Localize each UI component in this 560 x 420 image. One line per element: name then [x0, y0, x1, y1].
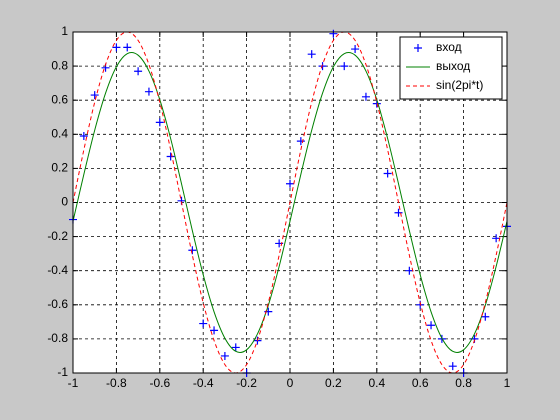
legend-box: [399, 36, 503, 100]
marker: [448, 362, 457, 371]
x-tick-label: -0.2: [236, 376, 257, 390]
y-tick-label: 1: [61, 24, 68, 38]
marker: [383, 169, 392, 178]
y-tick-label: 0.8: [51, 58, 68, 72]
y-tick-label: -0.4: [47, 263, 68, 277]
x-tick-label: 0.6: [412, 376, 429, 390]
marker: [318, 62, 327, 71]
marker: [492, 234, 501, 243]
legend-label: sin(2pi*t): [436, 78, 483, 92]
legend-symbol: [414, 44, 422, 52]
y-tick-label: 0.4: [51, 126, 68, 140]
series-line: [72, 31, 508, 374]
y-tick-label: 0: [61, 195, 68, 209]
marker: [199, 319, 208, 328]
marker: [166, 152, 175, 161]
marker: [134, 67, 143, 76]
marker: [481, 312, 490, 321]
y-tick-label: -1: [57, 365, 68, 379]
x-tick-label: -0.4: [193, 376, 214, 390]
y-tick-label: 0.6: [51, 92, 68, 106]
marker: [112, 43, 121, 52]
series-line: [72, 52, 508, 353]
marker: [220, 351, 229, 360]
marker: [79, 132, 88, 141]
marker: [307, 50, 316, 59]
marker: [155, 118, 164, 127]
x-tick-label: 0: [287, 376, 294, 390]
y-tick-label: -0.6: [47, 297, 68, 311]
marker: [210, 326, 219, 335]
marker: [394, 208, 403, 217]
marker: [405, 266, 414, 275]
marker: [361, 92, 370, 101]
x-tick-label: 1: [504, 376, 511, 390]
marker: [351, 45, 360, 54]
legend-label: выход: [436, 59, 470, 73]
marker: [296, 137, 305, 146]
marker: [427, 321, 436, 330]
marker: [340, 62, 349, 71]
y-tick-label: -0.8: [47, 331, 68, 345]
marker: [329, 29, 338, 38]
x-tick-label: 0.4: [368, 376, 385, 390]
marker: [123, 43, 132, 52]
marker: [286, 179, 294, 188]
y-tick-label: 0.2: [51, 161, 68, 175]
axes-frame: [72, 31, 508, 374]
x-tick-label: 0.8: [455, 376, 472, 390]
x-tick-label: 0.2: [325, 376, 342, 390]
x-tick-label: -0.6: [149, 376, 170, 390]
marker: [231, 343, 240, 352]
marker: [144, 87, 153, 96]
legend-label: вход: [436, 40, 462, 54]
y-tick-label: -0.2: [47, 229, 68, 243]
marker: [90, 91, 99, 100]
x-tick-label: -0.8: [106, 376, 127, 390]
x-tick-label: -1: [68, 376, 79, 390]
